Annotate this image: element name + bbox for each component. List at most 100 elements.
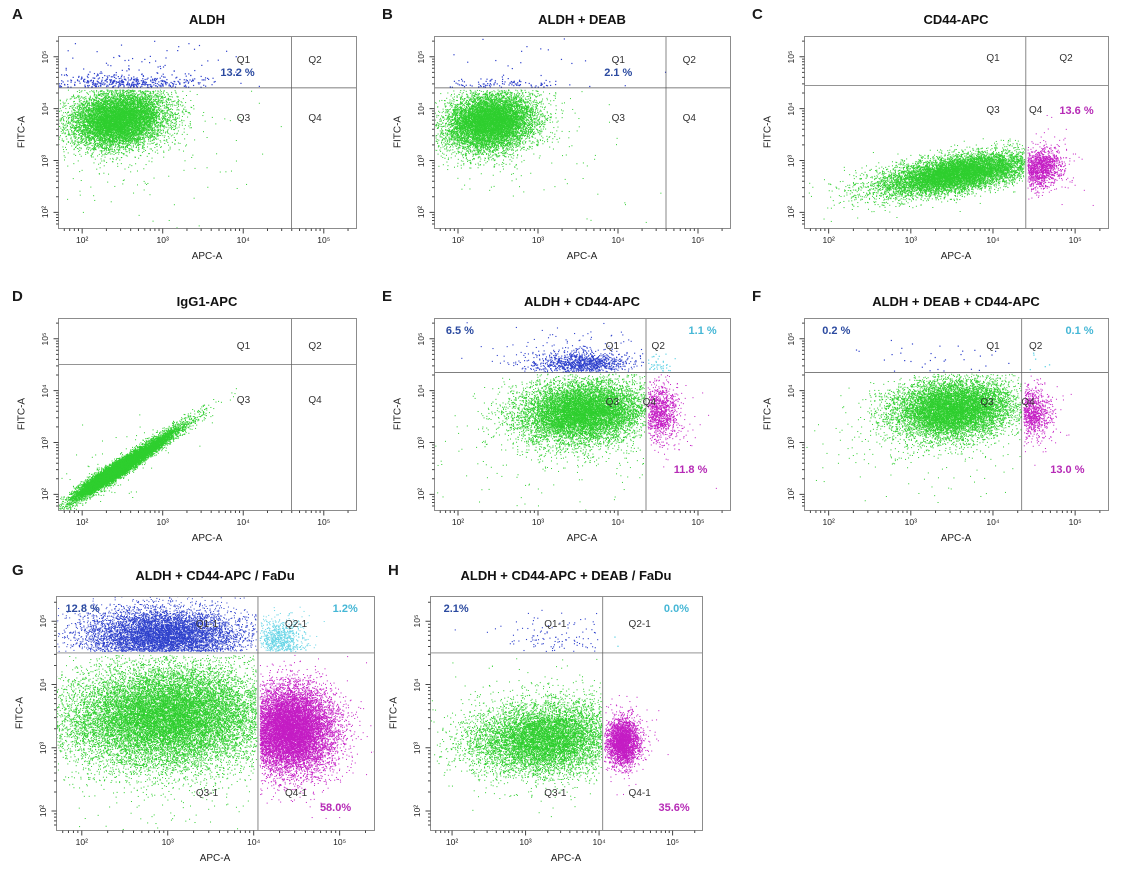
x-tick-label: 10⁴ xyxy=(236,517,250,527)
percentage-label: 13.0 % xyxy=(1050,463,1085,476)
panel-title: ALDH + CD44-APC / FaDu xyxy=(135,568,295,583)
x-tick-label: 10⁵ xyxy=(317,235,331,245)
x-axis-label: APC-A xyxy=(566,533,598,544)
y-tick-label: 10⁴ xyxy=(40,102,50,116)
y-axis-label: FITC-A xyxy=(388,696,400,730)
x-tick-label: 10² xyxy=(451,517,465,527)
panel-A: A ALDH 10² 10² 10³ 10³ 10⁴ 10⁴ 10⁵ 10⁵ APC-A FITC-A… xyxy=(8,4,368,282)
percentage-label: 0.2 % xyxy=(822,324,851,337)
x-tick-label: 10² xyxy=(76,517,89,527)
y-tick-label: 10² xyxy=(786,488,796,501)
quadrant-label-q1: Q1 xyxy=(611,55,625,67)
quadrant-label-q1-1: Q1-1 xyxy=(195,619,219,631)
y-tick-label: 10² xyxy=(38,804,48,818)
flow-scatter-plot-D xyxy=(8,286,368,564)
panel-C: C CD44-APC 10² 10² 10³ 10³ 10⁴ 10⁴ 10⁵ 10⁵ APC-A FI… xyxy=(748,4,1120,282)
percentage-label: 0.0% xyxy=(663,603,689,616)
quadrant-label-q3: Q3 xyxy=(605,396,620,408)
x-tick-label: 10⁵ xyxy=(333,837,347,847)
y-axis-label: FITC-A xyxy=(762,397,774,431)
panel-title: ALDH xyxy=(188,12,226,27)
panel-B: B ALDH + DEAB 10² 10² 10³ 10³ 10⁴ 10⁴ 10⁵ 10⁵ APC-… xyxy=(378,4,738,282)
panel-letter: A xyxy=(12,6,23,23)
y-axis-label: FITC-A xyxy=(392,397,404,431)
y-axis-label: FITC-A xyxy=(16,397,28,431)
percentage-label: 11.8 % xyxy=(673,463,708,476)
x-tick-label: 10³ xyxy=(904,517,917,527)
x-axis-label: APC-A xyxy=(550,853,582,864)
quadrant-label-q1-1: Q1-1 xyxy=(544,619,567,631)
flow-scatter-plot-H xyxy=(384,560,724,870)
x-tick-label: 10⁴ xyxy=(247,837,261,847)
flow-scatter-plot-E xyxy=(378,286,738,564)
y-axis-label: FITC-A xyxy=(392,115,404,149)
panel-title: ALDH + DEAB + CD44-APC xyxy=(872,294,1040,309)
flow-scatter-plot-G xyxy=(8,560,388,870)
quadrant-label-q4: Q4 xyxy=(682,112,696,124)
y-tick-label: 10⁴ xyxy=(412,677,422,692)
quadrant-label-q4-1: Q4-1 xyxy=(284,787,308,799)
panel-letter: B xyxy=(382,6,393,23)
quadrant-label-q1: Q1 xyxy=(986,341,1000,353)
y-tick-label: 10⁴ xyxy=(38,677,48,692)
y-tick-label: 10³ xyxy=(412,741,422,754)
quadrant-label-q2: Q2 xyxy=(651,341,665,353)
x-tick-label: 10⁴ xyxy=(611,517,625,527)
percentage-label: 0.1 % xyxy=(1065,324,1094,337)
x-tick-label: 10³ xyxy=(156,235,169,245)
x-axis-label: APC-A xyxy=(566,251,598,262)
x-tick-label: 10³ xyxy=(531,235,545,245)
x-axis-label: APC-A xyxy=(191,251,223,262)
panel-H: H ALDH + CD44-APC + DEAB / FaDu 10² 10² 10³ 1… xyxy=(384,560,724,870)
panel-letter: G xyxy=(12,562,24,579)
x-tick-label: 10³ xyxy=(161,837,174,847)
y-tick-label: 10⁵ xyxy=(412,614,422,628)
y-axis-label: FITC-A xyxy=(16,115,28,149)
y-tick-label: 10² xyxy=(412,804,422,818)
quadrant-label-q2-1: Q2-1 xyxy=(628,619,651,631)
x-tick-label: 10³ xyxy=(519,837,532,847)
x-tick-label: 10² xyxy=(445,837,459,847)
percentage-label: 12.8 % xyxy=(65,603,100,616)
quadrant-label-q3: Q3 xyxy=(986,105,1000,117)
quadrant-label-q2: Q2 xyxy=(1059,53,1073,65)
quadrant-label-q3: Q3 xyxy=(236,394,251,406)
x-tick-label: 10⁴ xyxy=(236,235,250,245)
x-tick-label: 10⁴ xyxy=(986,235,1000,245)
x-tick-label: 10⁵ xyxy=(691,235,705,245)
panel-title: ALDH + CD44-APC xyxy=(524,294,640,309)
panel-title: IgG1-APC xyxy=(176,294,238,309)
percentage-label: 13.2 % xyxy=(220,66,255,79)
y-tick-label: 10³ xyxy=(38,741,48,754)
panel-title: CD44-APC xyxy=(923,12,989,27)
quadrant-label-q1: Q1 xyxy=(986,53,1000,65)
y-tick-label: 10³ xyxy=(416,154,426,167)
panel-letter: C xyxy=(752,6,763,23)
x-tick-label: 10⁴ xyxy=(611,235,625,245)
x-tick-label: 10⁵ xyxy=(317,517,331,527)
y-tick-label: 10³ xyxy=(40,154,50,167)
quadrant-label-q4: Q4 xyxy=(642,396,657,408)
y-tick-label: 10⁴ xyxy=(416,384,426,398)
x-tick-label: 10³ xyxy=(156,517,169,527)
y-tick-label: 10⁴ xyxy=(40,384,50,398)
quadrant-label-q3: Q3 xyxy=(980,396,994,408)
quadrant-label-q4-1: Q4-1 xyxy=(628,787,651,799)
quadrant-label-q3-1: Q3-1 xyxy=(195,787,219,799)
panel-title: ALDH + DEAB xyxy=(538,12,626,27)
x-tick-label: 10² xyxy=(76,235,89,245)
panel-F: F ALDH + DEAB + CD44-APC 10² 10² 10³ 10³ 10⁴ 10… xyxy=(748,286,1120,564)
quadrant-label-q2-1: Q2-1 xyxy=(284,619,308,631)
x-tick-label: 10⁴ xyxy=(592,837,606,847)
y-tick-label: 10⁴ xyxy=(786,102,796,116)
x-tick-label: 10² xyxy=(822,235,835,245)
y-tick-label: 10⁵ xyxy=(40,50,50,64)
x-tick-label: 10³ xyxy=(904,235,917,245)
y-tick-label: 10⁵ xyxy=(786,332,796,346)
flow-scatter-plot-B xyxy=(378,4,738,282)
y-axis-label: FITC-A xyxy=(762,115,774,149)
quadrant-label-q1: Q1 xyxy=(236,341,251,353)
y-tick-label: 10³ xyxy=(786,436,796,449)
percentage-label: 1.2% xyxy=(332,603,358,616)
